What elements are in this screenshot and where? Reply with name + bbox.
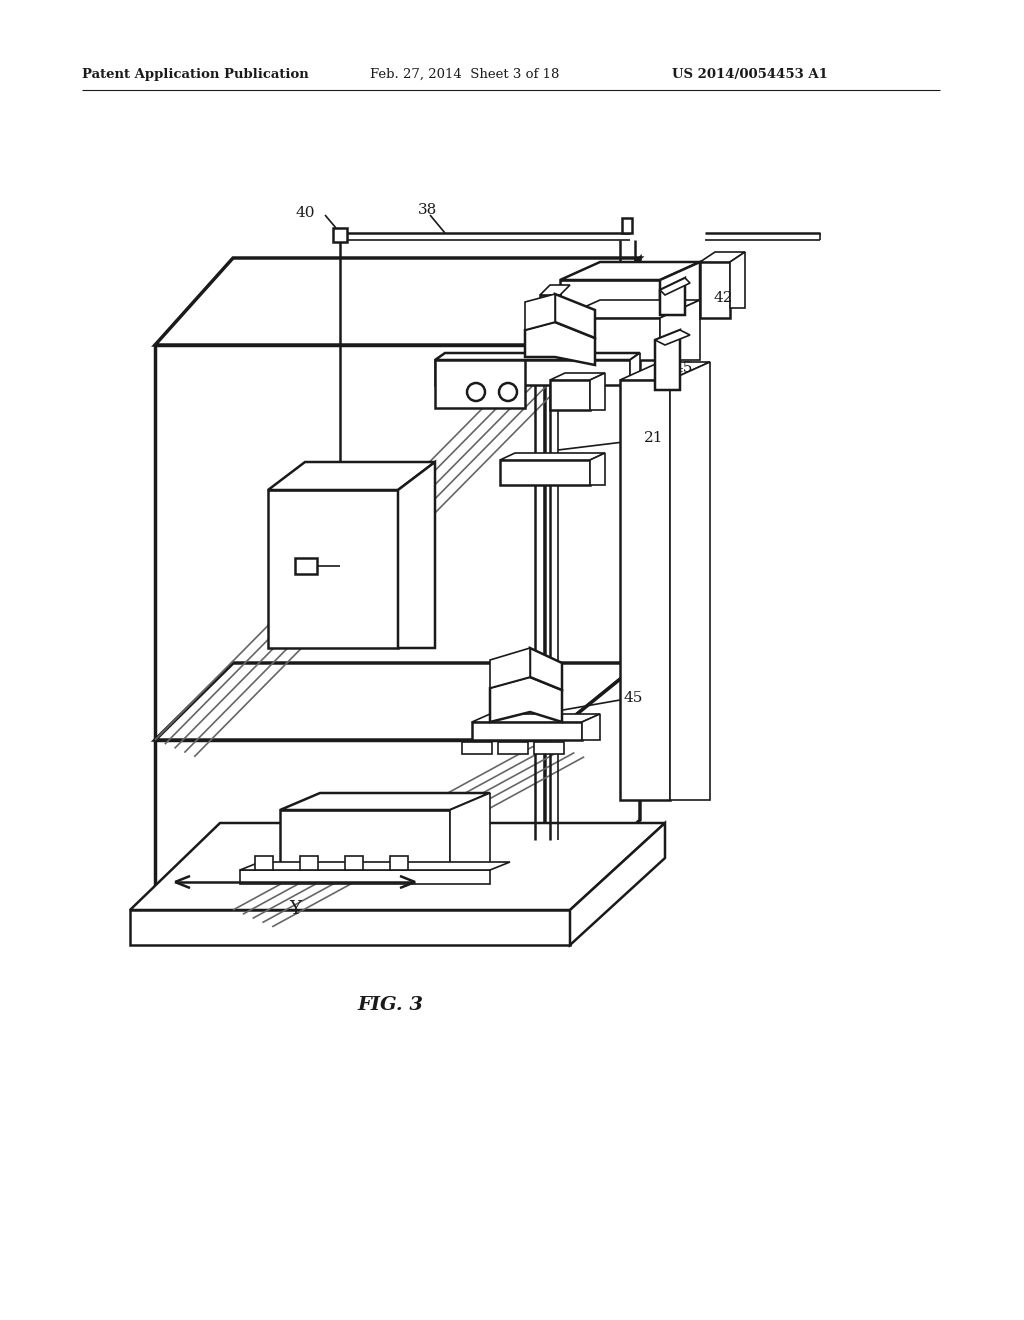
Bar <box>280 810 450 870</box>
Polygon shape <box>630 352 640 385</box>
Polygon shape <box>525 294 555 330</box>
Polygon shape <box>155 741 545 909</box>
Polygon shape <box>660 279 690 294</box>
Bar <box>560 318 660 360</box>
Polygon shape <box>655 330 690 345</box>
Polygon shape <box>700 261 730 318</box>
Polygon shape <box>155 345 545 741</box>
Bar <box>534 742 564 754</box>
Polygon shape <box>560 261 700 280</box>
Polygon shape <box>570 822 665 945</box>
Polygon shape <box>550 374 605 380</box>
Polygon shape <box>545 663 640 909</box>
Polygon shape <box>525 322 595 366</box>
Polygon shape <box>590 374 605 411</box>
Polygon shape <box>490 648 530 688</box>
Polygon shape <box>155 257 640 345</box>
Polygon shape <box>472 714 600 722</box>
Bar <box>240 870 490 884</box>
Polygon shape <box>240 862 510 870</box>
Polygon shape <box>582 714 600 741</box>
Polygon shape <box>560 300 700 318</box>
Text: US 2014/0054453 A1: US 2014/0054453 A1 <box>672 69 827 81</box>
Bar <box>560 280 660 318</box>
Bar <box>500 459 590 484</box>
Bar <box>300 855 318 870</box>
Polygon shape <box>555 294 595 338</box>
Polygon shape <box>660 279 685 315</box>
Polygon shape <box>670 362 710 800</box>
Bar <box>435 360 630 385</box>
Polygon shape <box>490 677 562 722</box>
Bar <box>620 380 670 800</box>
Polygon shape <box>130 822 665 909</box>
Polygon shape <box>655 330 680 389</box>
Text: 40: 40 <box>295 206 314 220</box>
Polygon shape <box>398 462 435 648</box>
Text: 42: 42 <box>714 290 733 305</box>
Bar <box>390 855 408 870</box>
Text: Feb. 27, 2014  Sheet 3 of 18: Feb. 27, 2014 Sheet 3 of 18 <box>370 69 559 81</box>
Text: Y: Y <box>289 900 301 917</box>
Bar <box>295 558 317 574</box>
Polygon shape <box>500 453 605 459</box>
Polygon shape <box>620 362 710 380</box>
Text: 45: 45 <box>624 690 643 705</box>
Polygon shape <box>730 252 745 308</box>
Text: 45: 45 <box>674 360 693 375</box>
Bar <box>435 360 525 408</box>
Text: Patent Application Publication: Patent Application Publication <box>82 69 309 81</box>
Text: 38: 38 <box>418 203 437 216</box>
Polygon shape <box>435 352 640 360</box>
Polygon shape <box>540 294 560 341</box>
Polygon shape <box>280 793 490 810</box>
Polygon shape <box>130 909 570 945</box>
Polygon shape <box>155 663 640 741</box>
Polygon shape <box>700 252 745 261</box>
Bar <box>550 380 590 411</box>
Bar <box>462 742 492 754</box>
Text: FIG. 3: FIG. 3 <box>357 997 423 1014</box>
Polygon shape <box>660 300 700 360</box>
Bar <box>472 722 582 741</box>
Polygon shape <box>590 453 605 484</box>
Polygon shape <box>545 257 640 741</box>
Bar <box>622 218 632 234</box>
Polygon shape <box>268 462 435 490</box>
Bar <box>268 490 398 648</box>
Polygon shape <box>530 648 562 690</box>
Polygon shape <box>660 261 700 318</box>
Polygon shape <box>540 285 570 294</box>
Bar <box>345 855 362 870</box>
Bar <box>255 855 273 870</box>
Text: 21: 21 <box>644 432 664 445</box>
Polygon shape <box>450 793 490 870</box>
Bar <box>333 228 347 242</box>
Bar <box>498 742 528 754</box>
